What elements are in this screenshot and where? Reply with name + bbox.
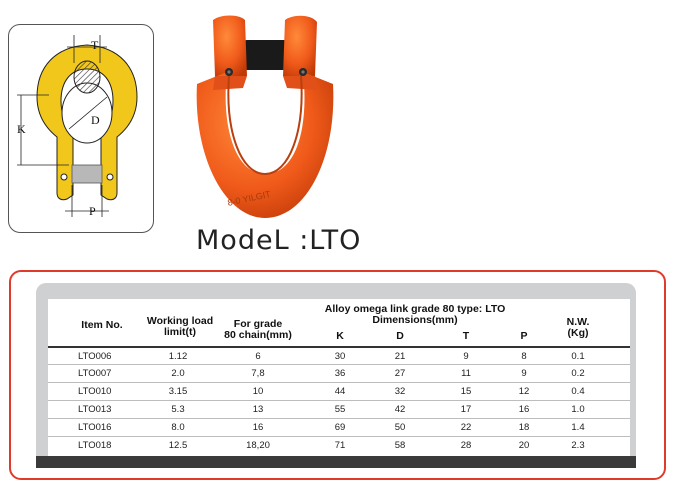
cell-nw: 1.4 [571,422,585,433]
header-grade-line1: For grade [233,318,283,330]
cell-k: 30 [334,351,346,362]
header-p: P [520,330,528,342]
table-row: LTO006 1.12 6 30 21 9 8 0.1 [48,346,630,363]
shackle-image: 8-0 YILGIT [196,15,334,218]
cell-item: LTO016 [78,422,112,433]
spec-table [48,299,630,456]
cell-t: 17 [460,404,472,415]
header-wll-line2: limit(t) [163,326,197,338]
header-nw-line1: N.W. [566,316,590,328]
cell-p: 9 [521,368,527,379]
cell-wll: 2.0 [171,368,185,379]
table-title-line2: Dimensions(mm) [372,314,458,326]
header-d: D [396,330,404,342]
header-working-load: Working load limit(t) [138,316,222,338]
header-k: K [336,330,344,342]
label-d: D [91,113,100,127]
cell-item: LTO013 [78,404,112,415]
cell-grade: 18,20 [246,440,270,451]
cell-k: 71 [334,440,346,451]
table-row: LTO013 5.3 13 55 42 17 16 1.0 [48,400,630,417]
dimension-diagram: T K D P [8,24,154,233]
model-label: ModeL :LTO [196,225,362,256]
cell-nw: 2.3 [571,440,585,451]
cell-d: 27 [394,368,406,379]
label-k: K [17,122,26,136]
cell-d: 21 [394,351,406,362]
cell-wll: 1.12 [168,351,188,362]
cell-d: 58 [394,440,406,451]
cell-nw: 0.4 [571,386,585,397]
cell-nw: 0.2 [571,368,585,379]
cell-k: 55 [334,404,346,415]
table-row: LTO016 8.0 16 69 50 22 18 1.4 [48,418,630,435]
cell-t: 9 [463,351,469,362]
cell-p: 8 [521,351,527,362]
cell-k: 36 [334,368,346,379]
header-t: T [462,330,470,342]
cell-wll: 3.15 [168,386,188,397]
cell-item: LTO007 [78,368,112,379]
product-photo: 8-0 YILGIT [185,6,345,228]
cell-nw: 0.1 [571,351,585,362]
cell-wll: 12.5 [168,440,188,451]
cell-grade: 6 [255,351,261,362]
cell-p: 20 [518,440,530,451]
table-row: LTO010 3.15 10 44 32 15 12 0.4 [48,382,630,399]
label-t: T [91,38,99,52]
header-grade-line2: 80 chain(mm) [224,329,292,341]
table-row: LTO018 12.5 18,20 71 58 28 20 2.3 [48,436,630,453]
header-wll-line1: Working load [146,315,214,327]
cell-grade: 7,8 [251,368,265,379]
label-p: P [89,204,96,218]
cell-p: 18 [518,422,530,433]
header-for-grade: For grade 80 chain(mm) [218,319,298,341]
header-nw-line2: (Kg) [567,327,589,339]
cell-grade: 10 [252,386,264,397]
cell-item: LTO010 [78,386,112,397]
table-title-line1: Alloy omega link grade 80 type: LTO [324,303,506,315]
cell-d: 42 [394,404,406,415]
cell-t: 28 [460,440,472,451]
cell-t: 15 [460,386,472,397]
cell-grade: 13 [252,404,264,415]
spec-table-footer-bar [36,456,636,468]
cell-p: 16 [518,404,530,415]
cell-k: 44 [334,386,346,397]
cell-d: 50 [394,422,406,433]
header-item-no: Item No. [81,319,123,331]
cell-nw: 1.0 [571,404,585,415]
cell-grade: 16 [252,422,264,433]
cell-p: 12 [518,386,530,397]
cell-k: 69 [334,422,346,433]
cell-wll: 5.3 [171,404,185,415]
table-title: Alloy omega link grade 80 type: LTO Dime… [300,304,530,326]
cell-wll: 8.0 [171,422,185,433]
cell-item: LTO006 [78,351,112,362]
header-nw: N.W. (Kg) [558,317,598,339]
cell-d: 32 [394,386,406,397]
cell-item: LTO018 [78,440,112,451]
cell-t: 11 [461,368,471,379]
table-row: LTO007 2.0 7,8 36 27 11 9 0.2 [48,364,630,381]
omega-link-drawing: T K D P [17,35,138,218]
cell-t: 22 [460,422,472,433]
